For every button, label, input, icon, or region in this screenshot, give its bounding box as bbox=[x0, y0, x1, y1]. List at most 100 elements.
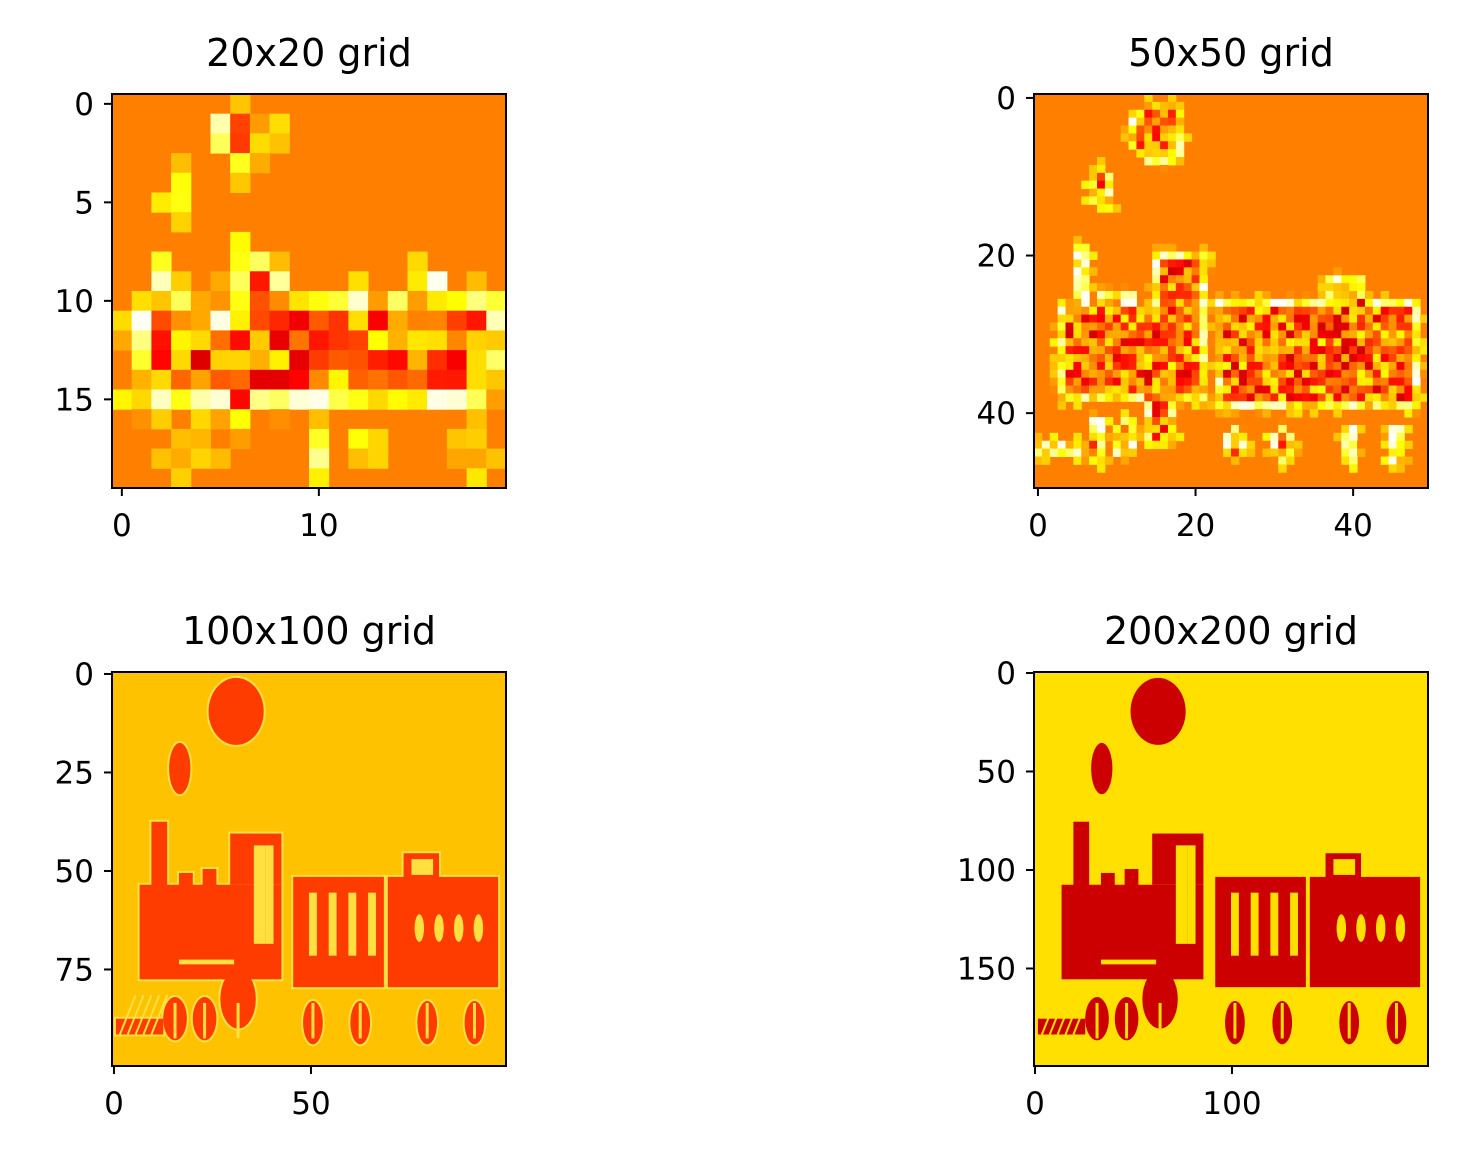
heatmap-cell bbox=[1120, 377, 1130, 387]
heatmap-cell bbox=[1081, 196, 1090, 205]
heatmap-cell bbox=[1270, 354, 1279, 363]
heatmap-cell bbox=[190, 330, 211, 351]
heatmap-cell bbox=[1238, 354, 1248, 363]
heatmap-cell bbox=[328, 291, 349, 312]
heatmap-cell bbox=[1238, 361, 1248, 371]
heatmap-cell bbox=[1097, 385, 1106, 394]
heatmap-cell bbox=[1357, 377, 1366, 387]
heatmap-cell bbox=[1089, 306, 1098, 316]
heatmap-cell bbox=[1325, 369, 1334, 379]
heatmap-cell bbox=[1372, 346, 1382, 355]
heatmap-cell bbox=[1388, 330, 1397, 339]
heatmap-cell bbox=[1246, 338, 1256, 347]
heatmap-cell bbox=[1112, 330, 1122, 339]
heatmap-cell bbox=[1231, 424, 1240, 434]
heatmap-cell bbox=[1349, 283, 1358, 292]
heatmap-cell bbox=[1396, 314, 1405, 324]
heatmap-cell bbox=[1231, 291, 1240, 300]
heatmap-cell bbox=[446, 369, 468, 390]
heatmap-cell bbox=[1364, 354, 1374, 363]
heatmap-cell bbox=[1199, 369, 1208, 379]
heatmap-cell bbox=[1333, 377, 1342, 387]
heatmap-cell bbox=[407, 251, 428, 272]
heatmap-cell bbox=[131, 369, 152, 390]
heatmap-cell bbox=[1238, 440, 1248, 450]
heatmap-cell bbox=[1097, 204, 1106, 213]
heatmap-cell bbox=[1183, 338, 1193, 347]
heatmap-cell bbox=[1057, 314, 1067, 324]
heatmap-cell bbox=[407, 350, 428, 371]
heatmap-cell bbox=[1388, 456, 1397, 465]
heatmap-cell bbox=[1270, 322, 1279, 331]
heatmap-cell bbox=[1380, 306, 1390, 316]
heatmap-cell bbox=[1286, 440, 1295, 450]
heatmap-cell bbox=[1357, 322, 1366, 331]
heatmap-cell bbox=[1246, 393, 1256, 402]
heatmap-cell bbox=[1207, 267, 1216, 276]
heatmap-cell bbox=[1191, 346, 1200, 355]
heatmap-cell bbox=[1057, 369, 1067, 379]
heatmap-cell bbox=[1057, 354, 1067, 363]
heatmap-cell bbox=[1388, 377, 1397, 387]
heatmap-cell bbox=[1364, 369, 1374, 379]
heatmap-cell bbox=[1089, 448, 1098, 457]
heatmap-cell bbox=[1215, 291, 1224, 300]
heatmap-cell bbox=[1349, 464, 1358, 473]
heatmap-cell bbox=[1057, 306, 1067, 316]
heatmap-cell bbox=[1246, 448, 1256, 457]
heatmap-cell bbox=[1223, 385, 1232, 394]
heatmap-cell bbox=[1349, 298, 1358, 308]
heatmap-cell bbox=[1183, 133, 1193, 142]
heatmap-cell bbox=[387, 389, 408, 410]
heatmap-cell bbox=[1325, 377, 1334, 387]
heatmap-cell bbox=[1183, 393, 1193, 402]
heatmap-cell bbox=[1333, 401, 1342, 410]
heatmap-cell bbox=[1231, 377, 1240, 387]
heatmap-cell bbox=[210, 448, 231, 469]
heatmap-cell bbox=[1396, 385, 1405, 394]
heatmap-cell bbox=[368, 350, 389, 371]
heatmap-cell bbox=[1278, 417, 1287, 426]
heatmap-cell bbox=[1278, 432, 1287, 442]
heatmap-cell bbox=[1325, 330, 1334, 339]
heatmap-cell bbox=[1065, 314, 1074, 324]
heatmap-cell bbox=[466, 291, 487, 312]
train-detail bbox=[328, 892, 337, 956]
heatmap-cell bbox=[1128, 109, 1137, 119]
heatmap-cell bbox=[1396, 354, 1405, 363]
heatmap-cell bbox=[1412, 330, 1421, 339]
heatmap-cell bbox=[190, 350, 211, 371]
heatmap-cell bbox=[1309, 298, 1319, 308]
heatmap-cell bbox=[1049, 448, 1059, 457]
heatmap-cell bbox=[1317, 306, 1327, 316]
cowcatcher-stripe bbox=[1072, 994, 1091, 1035]
heatmap-cell bbox=[1278, 440, 1287, 450]
heatmap-cell bbox=[1270, 377, 1279, 387]
heatmap-cell bbox=[348, 350, 369, 371]
heatmap-cell bbox=[1262, 361, 1271, 371]
heatmap-image bbox=[112, 94, 506, 488]
heatmap-cell bbox=[151, 350, 172, 371]
heatmap-cell bbox=[1286, 456, 1295, 465]
heatmap-cell bbox=[1097, 172, 1106, 182]
heatmap-image bbox=[1034, 94, 1428, 488]
heatmap-cell bbox=[1380, 330, 1390, 339]
heatmap-cell bbox=[348, 448, 369, 469]
heatmap-cell bbox=[348, 369, 369, 390]
heatmap-cell bbox=[1089, 164, 1098, 174]
heatmap-cell bbox=[1372, 385, 1382, 394]
heatmap-cell bbox=[1349, 361, 1358, 371]
heatmap-cell bbox=[1136, 385, 1145, 394]
heatmap-cell bbox=[1049, 354, 1059, 363]
heatmap-cell bbox=[486, 350, 506, 371]
heatmap-cell bbox=[1152, 377, 1161, 387]
heatmap-cell bbox=[1349, 338, 1358, 347]
heatmap-cell bbox=[151, 291, 172, 312]
heatmap-cell bbox=[151, 448, 172, 469]
heatmap-cell bbox=[1388, 338, 1397, 347]
heatmap-cell bbox=[1175, 377, 1185, 387]
heatmap-cell bbox=[1294, 346, 1303, 355]
heatmap-cell bbox=[1412, 361, 1421, 371]
heatmap-cell bbox=[1278, 377, 1287, 387]
train-shape bbox=[1091, 742, 1113, 795]
